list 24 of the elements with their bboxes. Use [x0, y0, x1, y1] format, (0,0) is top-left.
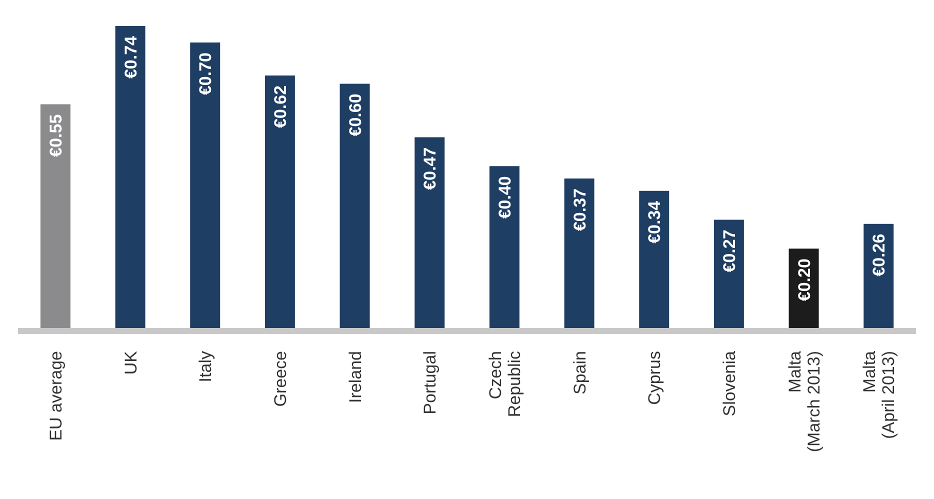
x-tick-label: Slovenia: [720, 350, 739, 416]
x-tick-label: Ireland: [346, 351, 365, 403]
x-tick-label: Spain: [570, 351, 590, 394]
x-tick-label: Portugal: [420, 351, 440, 414]
data-label: €0.47: [420, 147, 440, 190]
data-label: €0.62: [270, 85, 290, 128]
x-tick-label: Italy: [196, 350, 216, 382]
data-label: €0.70: [196, 52, 216, 96]
x-tick-label: Malta (April 2013): [860, 350, 898, 439]
data-label: €0.40: [495, 176, 514, 219]
x-tick-label: UK: [121, 350, 140, 375]
x-tick-label: Czech Republic: [486, 350, 524, 418]
data-label: €0.60: [346, 94, 365, 136]
data-label: €0.26: [870, 234, 889, 276]
data-label: €0.55: [46, 114, 66, 157]
data-label: €0.74: [121, 35, 140, 79]
x-tick-label: Malta (March 2013): [785, 350, 824, 452]
x-tick-label: Greece: [270, 351, 290, 407]
data-label: €0.34: [645, 200, 664, 244]
x-tick-label: EU average: [46, 351, 66, 441]
x-tick-label: Cyprus: [645, 351, 664, 405]
data-label: €0.20: [794, 258, 814, 302]
data-label: €0.37: [570, 188, 590, 232]
data-label: €0.27: [720, 230, 739, 272]
